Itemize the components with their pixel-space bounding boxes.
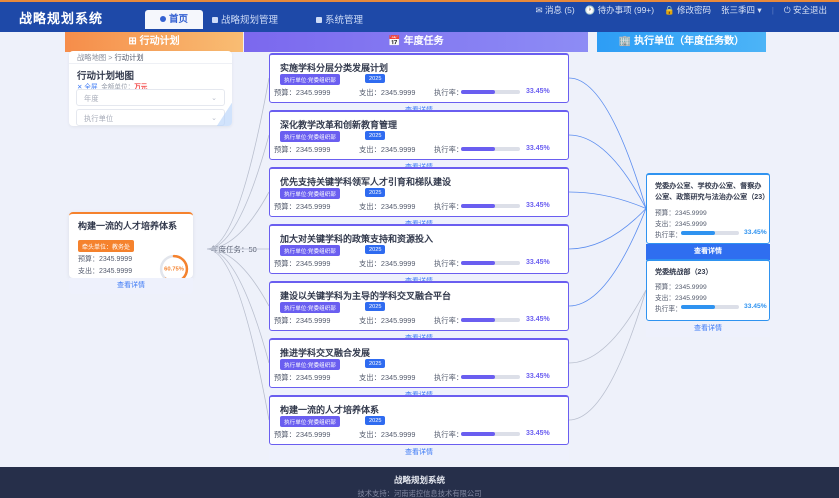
svg-text:60.75%: 60.75% xyxy=(164,267,185,273)
